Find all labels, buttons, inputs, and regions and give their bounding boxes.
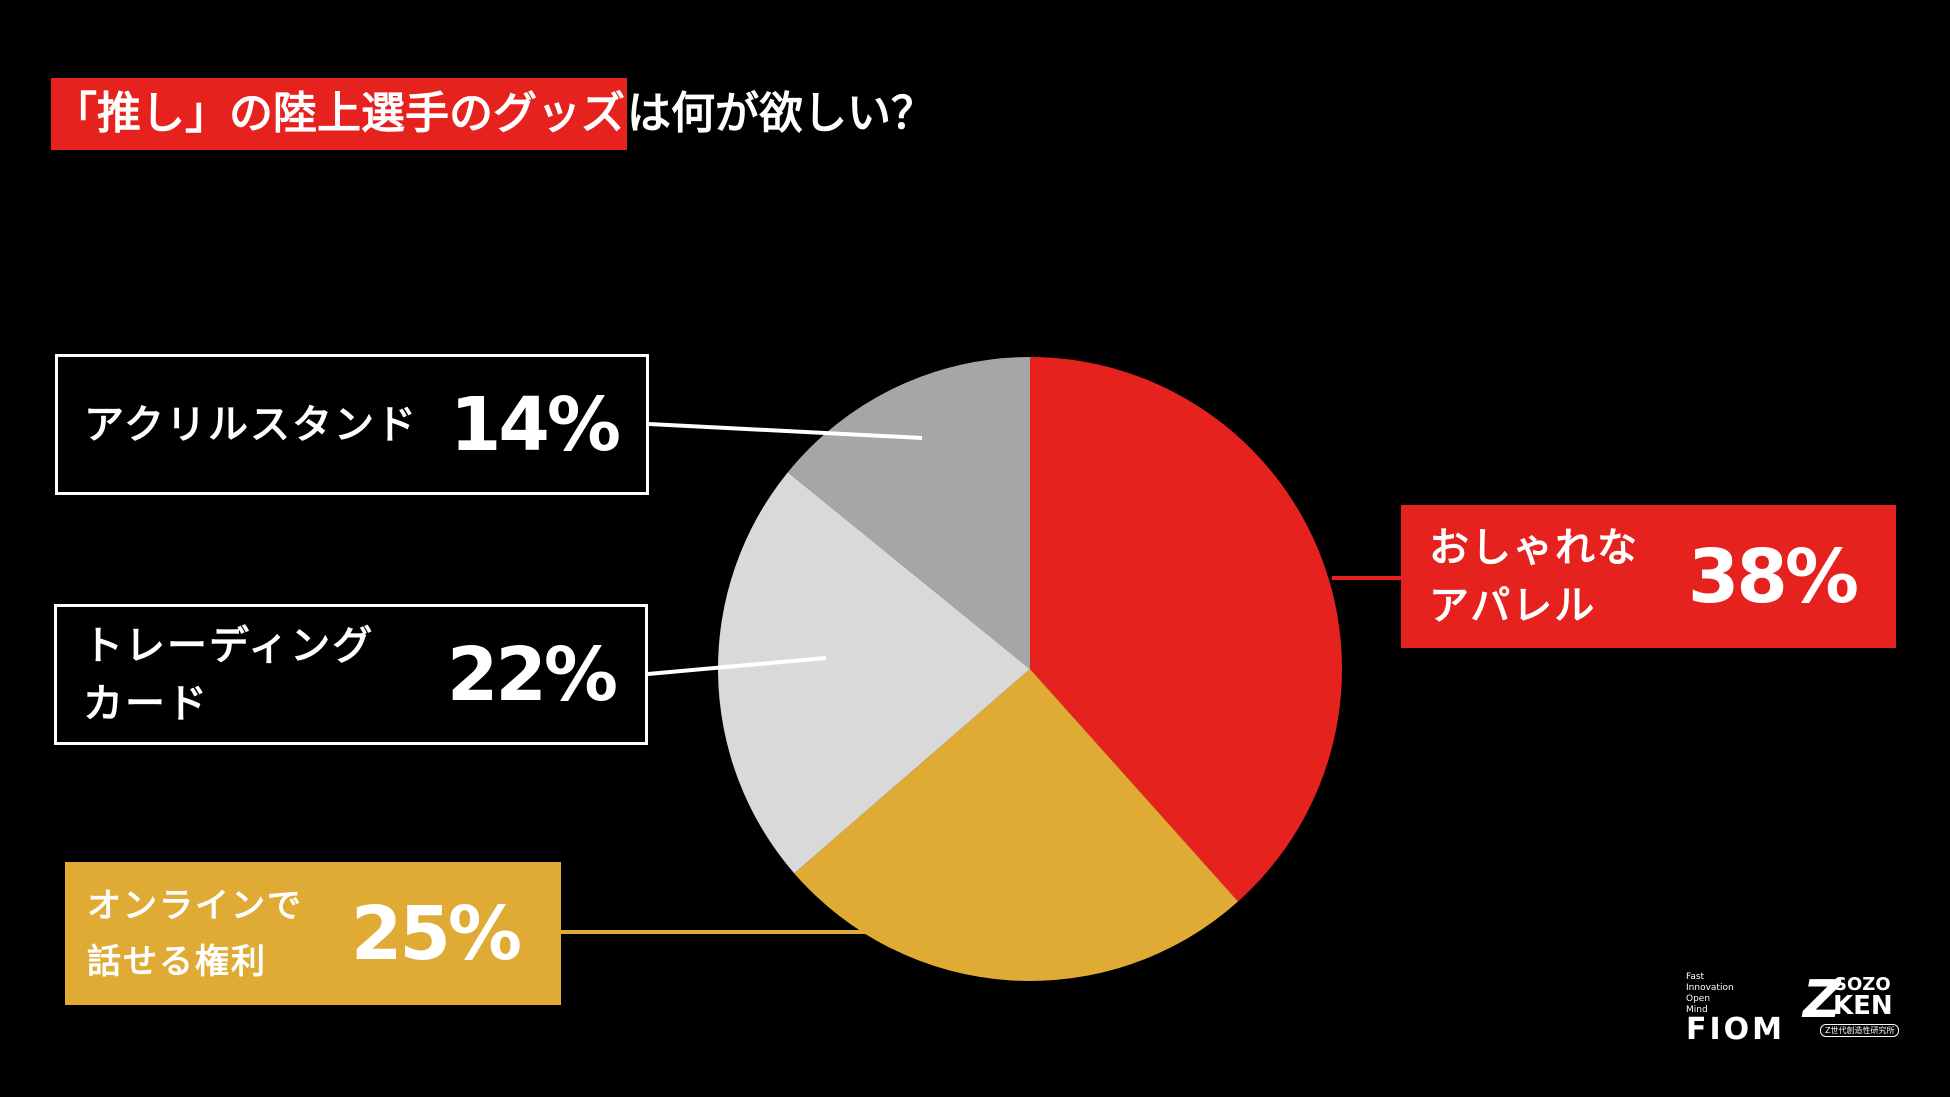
- fiom-tagline-open: Open: [1686, 994, 1711, 1004]
- slice-label-online: オンラインで 話せる権利: [87, 885, 303, 982]
- slice-value-trading: 22%: [446, 631, 618, 718]
- leader-line-trading: [647, 656, 827, 676]
- sozoken-ken: KEN: [1833, 991, 1893, 1021]
- slice-label-apparel: おしゃれな アパレル: [1429, 524, 1639, 629]
- slice-label-trading: トレーディング カード: [83, 622, 375, 727]
- label-box-trading: トレーディング カード 22%: [54, 604, 648, 745]
- fiom-tagline: Fast Innovation Open Mind: [1686, 972, 1734, 1016]
- title-highlight: 「推し」の陸上選手のグッズ: [51, 78, 627, 150]
- leader-line-acrylic: [648, 422, 923, 440]
- sozoken-sozo: SOZO: [1834, 974, 1891, 995]
- fiom-tagline-fast: Fast: [1686, 972, 1705, 982]
- logos: Fast Innovation Open Mind FIOM Z SOZO KE…: [1686, 970, 1906, 1047]
- fiom-tagline-mind: Mind: [1686, 1005, 1708, 1015]
- slice-value-online: 25%: [350, 890, 522, 977]
- slice-apparel: [1030, 357, 1343, 902]
- slice-value-apparel: 38%: [1687, 533, 1859, 620]
- sozoken-subtitle: Z世代創造性研究所: [1820, 1024, 1900, 1037]
- slice-value-acrylic: 14%: [449, 381, 621, 468]
- slice-online: [794, 669, 1239, 981]
- fiom-logo: FIOM: [1686, 1012, 1786, 1047]
- label-box-acrylic: アクリルスタンド 14%: [55, 354, 649, 495]
- label-box-apparel: おしゃれな アパレル 38%: [1401, 505, 1896, 648]
- fiom-tagline-innovation: Innovation: [1686, 983, 1734, 993]
- leader-lines: [561, 422, 1401, 934]
- slice-trading: [718, 472, 1030, 874]
- sozoken-z-logo: Z: [1803, 970, 1841, 1030]
- chart-title: 「推し」の陸上選手のグッズは何が欲しい？: [51, 78, 935, 150]
- slice-label-acrylic: アクリルスタンド: [84, 401, 418, 448]
- label-box-online: オンラインで 話せる権利 25%: [65, 862, 561, 1005]
- title-rest: は何が欲しい？: [627, 88, 935, 139]
- pie-slices: [718, 357, 1343, 981]
